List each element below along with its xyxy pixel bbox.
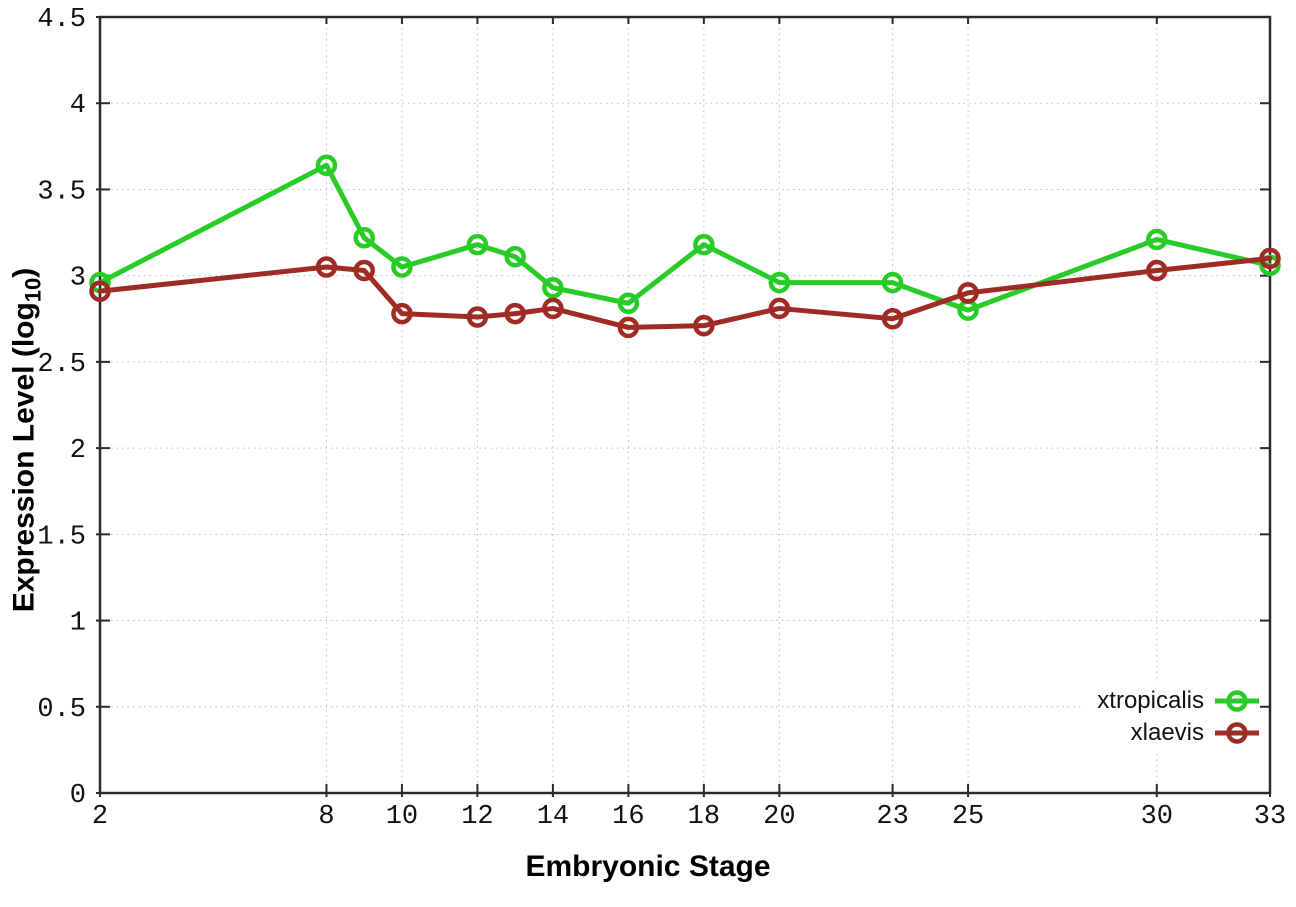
data-point-xtropicalis	[768, 271, 791, 294]
plot-border	[98, 15, 1272, 795]
y-tick-label: 3	[70, 264, 86, 294]
y-axis-title-text: Expression Level (log	[7, 302, 41, 613]
y-axis-title-suffix: )	[7, 267, 41, 278]
data-point-xtropicalis	[504, 245, 526, 268]
data-point-xtropicalis	[1146, 228, 1168, 251]
y-tick-label: 0.5	[37, 695, 86, 725]
y-tick-label: 4	[70, 91, 86, 121]
y-tick-label: 3.5	[37, 177, 86, 207]
legend-marker-xlaevis	[1215, 722, 1259, 744]
y-axis-title: Expression Level (log10)	[8, 268, 47, 613]
x-tick-label: 10	[386, 802, 418, 832]
y-tick-label: 2.5	[37, 350, 86, 380]
series-line-xlaevis	[97, 255, 1273, 330]
series-line-xtropicalis	[97, 162, 1273, 313]
y-axis-title-subscript: 10	[20, 277, 46, 303]
data-point-xtropicalis	[881, 271, 904, 294]
legend-item-xlaevis: xlaevis	[1097, 717, 1260, 749]
x-tick-label: 18	[688, 802, 720, 832]
data-point-xlaevis	[693, 314, 715, 337]
x-tick-label: 23	[876, 802, 908, 832]
data-point-xlaevis	[391, 302, 413, 325]
x-tick-label: 25	[952, 802, 984, 832]
data-point-xlaevis	[504, 302, 526, 325]
data-point-xlaevis	[957, 282, 979, 304]
y-tick-label: 0	[70, 781, 86, 811]
data-point-xtropicalis	[391, 256, 413, 278]
data-point-xtropicalis	[466, 233, 489, 256]
data-point-xlaevis	[89, 280, 111, 302]
y-tick-label: 2	[70, 436, 86, 466]
y-tick-label: 1.5	[37, 522, 86, 552]
legend-label-xlaevis: xlaevis	[1130, 719, 1204, 746]
data-point-xtropicalis	[315, 154, 338, 177]
x-tick-label: 12	[461, 802, 493, 832]
data-point-xlaevis	[881, 308, 904, 330]
data-point-xtropicalis	[542, 276, 564, 299]
data-point-xlaevis	[353, 259, 375, 282]
data-point-xtropicalis	[353, 226, 375, 249]
data-point-xtropicalis	[693, 233, 715, 256]
x-tick-label: 16	[612, 802, 644, 832]
x-tick-label: 30	[1141, 802, 1173, 832]
x-tick-label: 2	[92, 802, 108, 832]
x-tick-label: 8	[318, 802, 334, 832]
legend: xtropicalis xlaevis	[1083, 683, 1260, 751]
legend-label-xtropicalis: xtropicalis	[1097, 687, 1204, 714]
x-tick-label: 20	[763, 802, 795, 832]
legend-marker-xtropicalis	[1215, 690, 1259, 712]
data-point-xlaevis	[466, 306, 489, 328]
x-tick-label: 14	[537, 802, 569, 832]
data-point-xlaevis	[768, 297, 791, 320]
y-tick-label: 4.5	[37, 5, 86, 35]
data-point-xtropicalis	[617, 292, 640, 315]
x-axis-title: Embryonic Stage	[525, 850, 771, 883]
data-point-xlaevis	[617, 316, 640, 339]
y-tick-label: 1	[70, 609, 86, 639]
data-point-xlaevis	[1146, 259, 1168, 282]
data-point-xlaevis	[542, 297, 564, 320]
x-tick-label: 33	[1254, 802, 1286, 832]
data-point-xlaevis	[1259, 247, 1281, 270]
data-point-xlaevis	[315, 256, 338, 278]
legend-item-xtropicalis: xtropicalis	[1097, 685, 1260, 717]
